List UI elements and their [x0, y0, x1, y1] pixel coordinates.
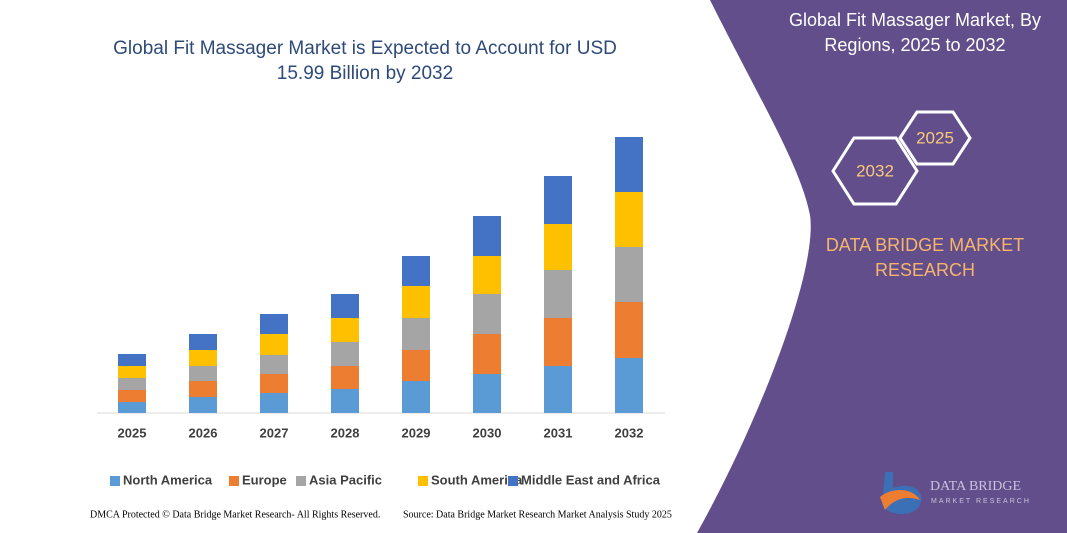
x-tick-label: 2028 [331, 425, 360, 440]
bar-segment [402, 318, 430, 350]
logo-mark [880, 489, 920, 510]
x-tick-label: 2030 [473, 425, 502, 440]
bar-segment [189, 366, 217, 381]
bar-segment [260, 374, 288, 393]
hexagon [831, 136, 919, 206]
bar-segment [473, 334, 501, 374]
bar-segment [544, 270, 572, 318]
bar-segment [544, 366, 572, 413]
bar-segment [118, 402, 146, 413]
legend-label: South America [431, 472, 523, 487]
bar-segment [473, 216, 501, 256]
bar-segment [402, 286, 430, 318]
bar-segment [331, 389, 359, 413]
legend-swatch [296, 476, 306, 486]
brand: DATA BRIDGE MARKET RESEARCH [825, 235, 1025, 280]
chart-title: Global Fit Massager Market is Expected t… [113, 38, 617, 84]
x-tick-label: 2027 [260, 425, 289, 440]
side-title: Global Fit Massager Market, By Regions, … [788, 10, 1042, 55]
x-tick-label: 2031 [544, 425, 573, 440]
legend-label: Middle East and Africa [521, 472, 661, 487]
bar-segment [260, 334, 288, 355]
bar-segment [189, 350, 217, 366]
bar-segment [260, 355, 288, 374]
legend-label: North America [123, 472, 213, 487]
logo-tagline: MARKET RESEARCH [931, 498, 1031, 505]
bar-segment [615, 247, 643, 302]
bar-segment [331, 366, 359, 389]
logo-name: DATA BRIDGE [930, 479, 1021, 494]
bar-segment [189, 381, 217, 397]
side-panel-bg [697, 0, 1067, 533]
x-tick-label: 2026 [189, 425, 218, 440]
hexagon-label: 2025 [916, 128, 954, 147]
bar-segment [402, 256, 430, 286]
legend-label: Asia Pacific [309, 472, 382, 487]
hexagon [898, 110, 972, 166]
bar-segment [615, 302, 643, 358]
bar-segment [118, 366, 146, 378]
bar-segment [615, 137, 643, 192]
hexagon-label: 2032 [856, 161, 894, 180]
bar-segment [402, 381, 430, 413]
bar-segment [544, 176, 572, 224]
bar-segment [402, 350, 430, 381]
bar-segment [473, 374, 501, 413]
bar-segment [118, 354, 146, 366]
bar-segment [331, 294, 359, 318]
bar-segment [544, 318, 572, 366]
bar-segment [473, 294, 501, 334]
bar-segment [118, 390, 146, 402]
bar-segment [331, 318, 359, 342]
legend-swatch [229, 476, 239, 486]
legend-label: Europe [242, 472, 287, 487]
bar-segment [331, 342, 359, 366]
footer-left: DMCA Protected © Data Bridge Market Rese… [90, 509, 380, 520]
x-tick-label: 2025 [118, 425, 147, 440]
bar-segment [615, 192, 643, 247]
footer-right: Source: Data Bridge Market Research Mark… [403, 509, 672, 520]
x-tick-label: 2029 [402, 425, 431, 440]
bar-segment [118, 378, 146, 390]
legend-swatch [418, 476, 428, 486]
bar-segment [189, 334, 217, 350]
x-tick-label: 2032 [615, 425, 644, 440]
bar-segment [473, 256, 501, 294]
bar-segment [260, 314, 288, 334]
legend-swatch [508, 476, 518, 486]
legend-swatch [110, 476, 120, 486]
bar-segment [189, 397, 217, 413]
bar-segment [544, 224, 572, 270]
bar-segment [615, 358, 643, 413]
bar-segment [260, 393, 288, 413]
